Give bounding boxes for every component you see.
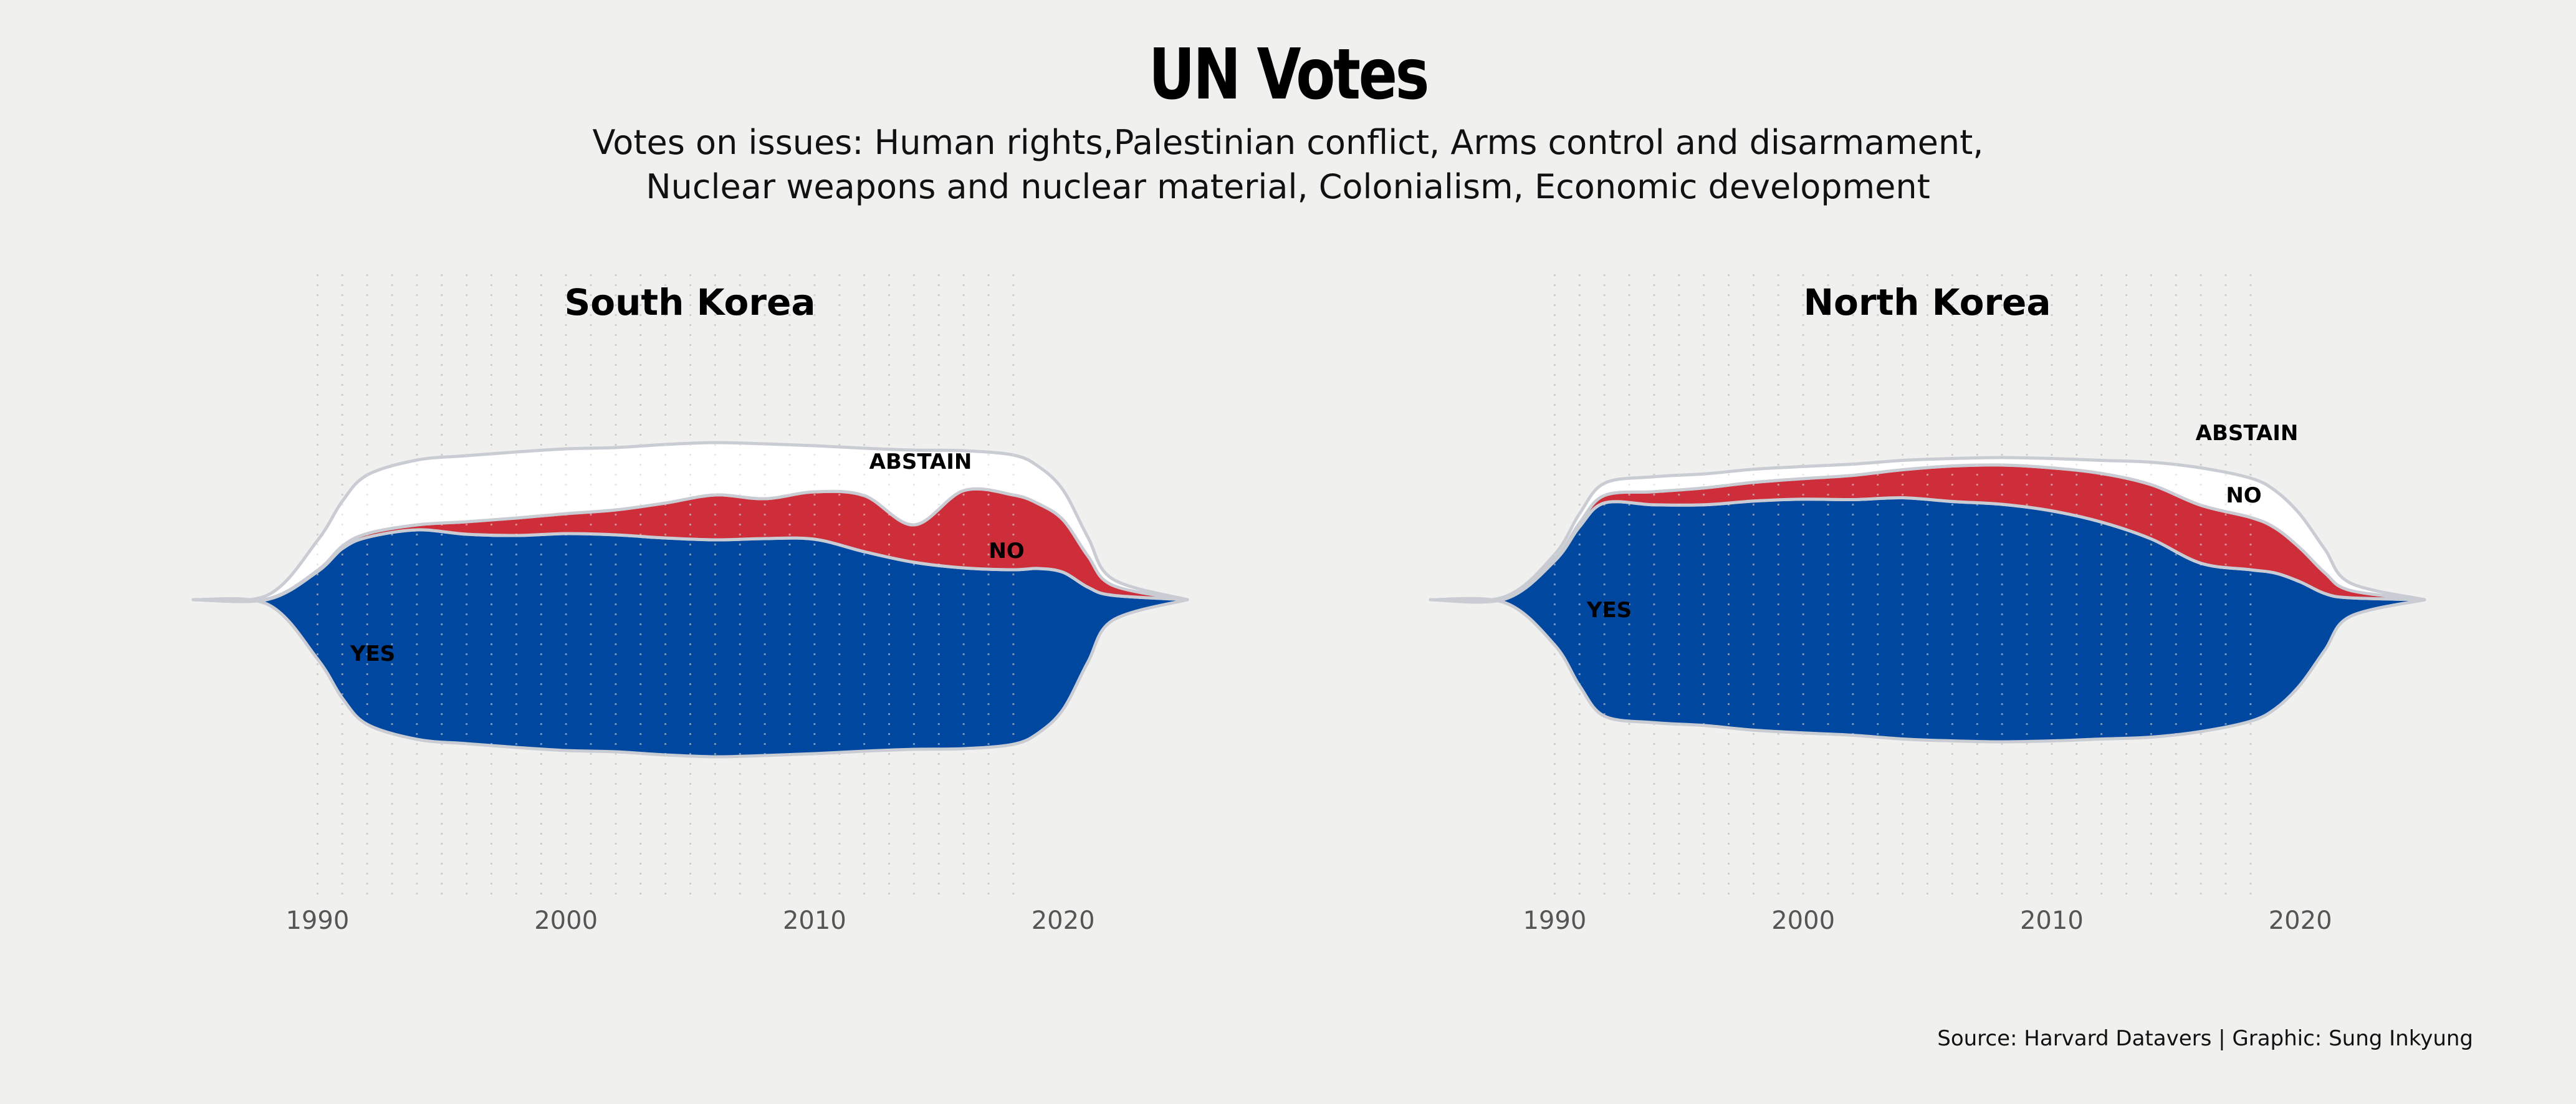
- x-tick-label: 2000: [534, 906, 598, 935]
- series-label-abstain: ABSTAIN: [2196, 421, 2299, 446]
- chart-panel-2: North Korea 1990 2000 2010 2020 YES NO ABSTAIN: [1429, 274, 2426, 935]
- grid-overlay: [316, 274, 1015, 898]
- x-tick-label: 2010: [783, 906, 846, 935]
- subtitle-line-1: Votes on issues: Human rights,Palestinia…: [592, 123, 1984, 162]
- x-tick-label: 2000: [1771, 906, 1835, 935]
- series-label-no: NO: [2226, 483, 2261, 508]
- x-tick-label: 2020: [2269, 906, 2332, 935]
- subtitle-line-2: Nuclear weapons and nuclear material, Co…: [646, 167, 1930, 206]
- x-tick-label: 1990: [1523, 906, 1586, 935]
- panel-title: North Korea: [1803, 281, 2051, 324]
- chart-panel-1: South Korea 1990 2000 2010 2020 YES NO ABSTAIN: [191, 274, 1189, 935]
- x-tick-label: 2010: [2020, 906, 2084, 935]
- stream-abstain: [1429, 456, 2426, 603]
- chart-title: UN Votes: [1148, 34, 1429, 115]
- caption: Source: Harvard Datavers | Graphic: Sung…: [1937, 1026, 2473, 1051]
- x-tick-label: 2020: [1032, 906, 1095, 935]
- panel-title: South Korea: [565, 281, 816, 324]
- series-label-yes: YES: [1586, 598, 1632, 623]
- grid-overlay: [1553, 274, 2252, 898]
- series-label-yes: YES: [350, 641, 395, 666]
- series-label-no: NO: [989, 539, 1024, 564]
- series-label-abstain: ABSTAIN: [869, 449, 972, 474]
- x-tick-label: 1990: [285, 906, 349, 935]
- stream-abstain: [191, 441, 1189, 603]
